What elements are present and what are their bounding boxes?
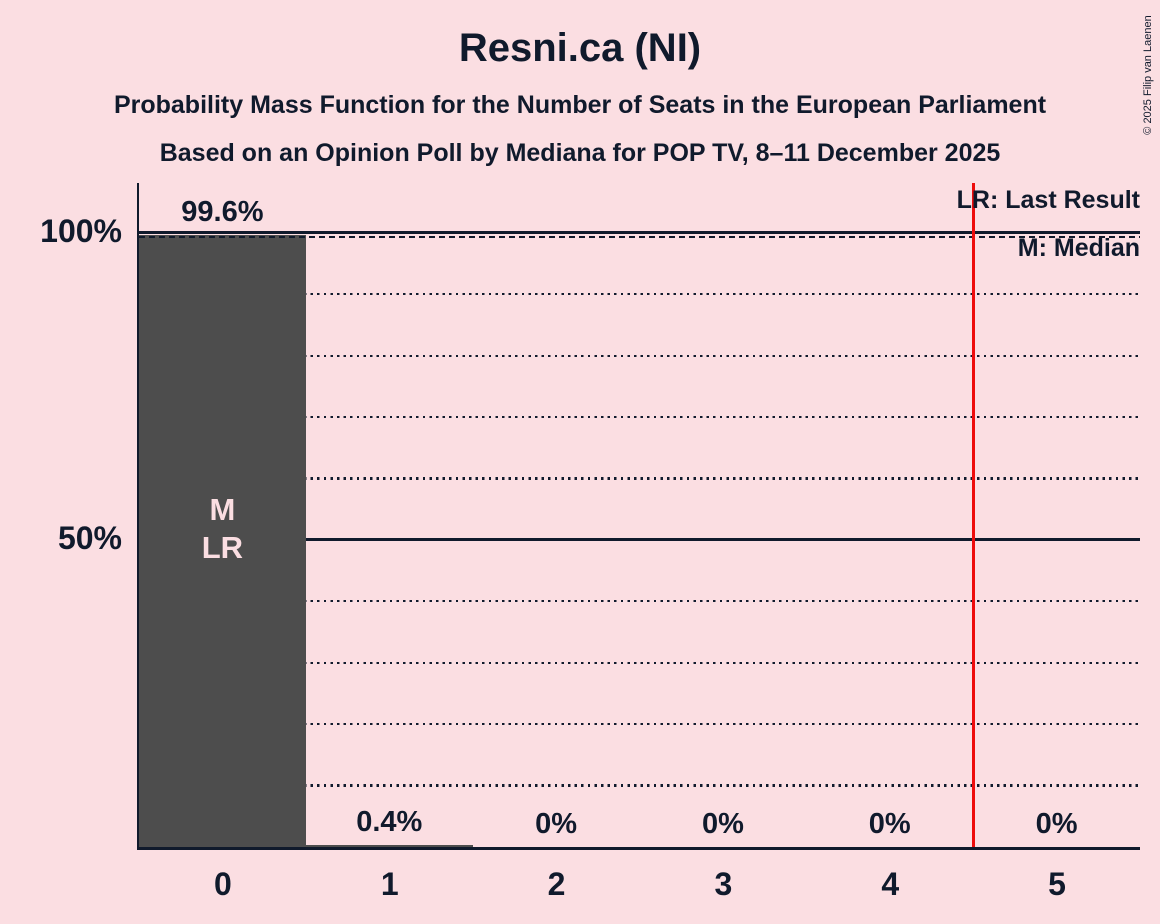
annotation-lr: LR <box>201 530 244 565</box>
value-label-seat-5: 0% <box>1035 808 1078 840</box>
annotation-m: M <box>209 492 236 527</box>
value-label-seat-2: 0% <box>535 808 578 840</box>
gridline-solid-100 <box>139 231 1140 234</box>
gridline-dotted-20 <box>139 723 1140 726</box>
gridline-dotted-30 <box>139 661 1140 664</box>
gridline-dotted-80 <box>139 354 1140 357</box>
x-tick-label-3: 3 <box>714 866 733 902</box>
value-label-seat-4: 0% <box>868 808 911 840</box>
bar-seat-1 <box>305 844 473 847</box>
copyright-notice: © 2025 Filip van Laenen <box>1142 15 1154 135</box>
bar-annotation-median-last-result: M LR <box>202 491 243 567</box>
gridline-dotted-90 <box>139 293 1140 296</box>
x-axis: 0 1 2 3 4 5 <box>137 866 1140 912</box>
gridline-dotted-70 <box>139 416 1140 419</box>
chart-subtitle-line1: Probability Mass Function for the Number… <box>113 91 1047 119</box>
gridline-dotted-60 <box>139 477 1140 480</box>
x-tick-label-4: 4 <box>881 866 900 902</box>
value-label-seat-1: 0.4% <box>356 805 423 838</box>
gridline-dotted-10 <box>139 784 1140 787</box>
x-tick-label-2: 2 <box>547 866 566 902</box>
x-tick-label-0: 0 <box>214 866 232 902</box>
gridline-solid-50 <box>139 538 1140 541</box>
bar-top-dashed-line <box>139 235 1140 238</box>
y-tick-label-50: 50% <box>57 520 122 556</box>
value-label-seat-0: 99.6% <box>181 196 264 229</box>
bar-seat-0 <box>139 235 306 847</box>
legend-last-result: LR: Last Result <box>956 186 1140 214</box>
x-tick-label-5: 5 <box>1048 866 1066 902</box>
gridline-dotted-40 <box>139 600 1140 603</box>
chart-title: Resni.ca (NI) <box>458 26 702 70</box>
y-tick-label-100: 100% <box>40 213 122 249</box>
value-label-seat-3: 0% <box>701 808 744 840</box>
chart-subtitle-line2: Based on an Opinion Poll by Mediana for … <box>159 139 1001 167</box>
plot-area: 99.6% M LR 0.4% 0% 0% 0% 0% <box>137 183 1140 850</box>
legend-median: M: Median <box>1017 234 1140 262</box>
x-tick-label-1: 1 <box>380 866 399 902</box>
threshold-line <box>971 183 975 847</box>
